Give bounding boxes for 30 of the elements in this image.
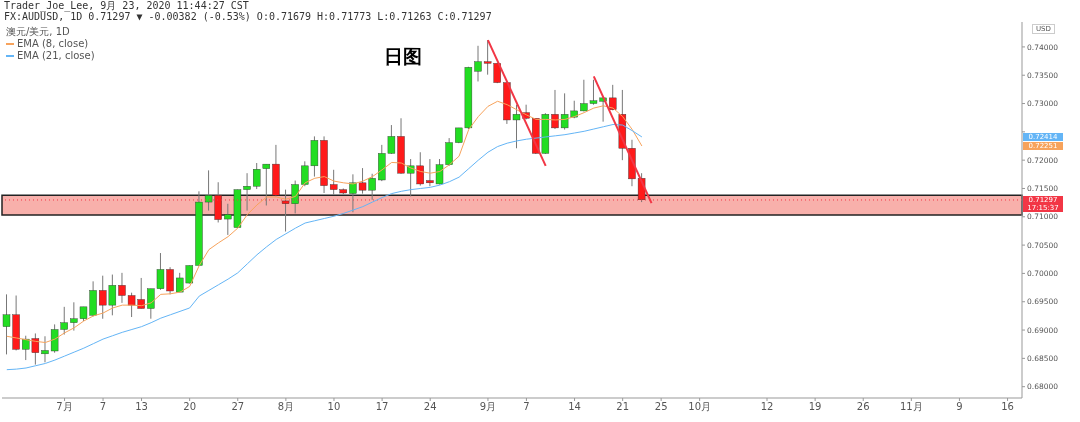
x-tick-label: 7 xyxy=(99,401,107,413)
text: Trader_Joe_Lee, 9月 23, 2020 11:44:27 CST xyxy=(4,0,249,11)
x-tick-label: 24 xyxy=(423,401,437,413)
x-tick-label: 12 xyxy=(760,401,774,413)
x-tick-label: 26 xyxy=(856,401,870,413)
x-tick-label: 16 xyxy=(1001,401,1014,413)
x-tick-label: 13 xyxy=(135,401,148,413)
legend-label: EMA (8, close) xyxy=(17,38,89,50)
x-tick-label: 9 xyxy=(956,401,963,413)
x-tick-label: 9月 xyxy=(479,401,497,413)
x-tick-label: 7 xyxy=(523,401,530,413)
x-tick-label: 11月 xyxy=(899,401,923,413)
text: 日图 xyxy=(384,44,422,69)
x-tick-label: 21 xyxy=(616,401,630,413)
x-tick-label: 19 xyxy=(808,401,822,413)
x-tick-label: 7月 xyxy=(56,401,73,413)
candlestick xyxy=(252,162,261,190)
candlestick xyxy=(262,163,271,206)
x-tick-label: 8月 xyxy=(277,401,295,413)
text: FX:AUDUSD, 1D 0.71297 ▼ -0.00382 (-0.53%) O:0.71679 H:0.71773 L:0.71263 C:0.71297 xyxy=(4,11,492,22)
x-tick-label: 10月 xyxy=(688,401,712,413)
x-tick-label: 17 xyxy=(375,401,389,413)
x-tick-label: 14 xyxy=(568,401,581,413)
x-tick-label: 10 xyxy=(327,401,341,413)
line-series xyxy=(6,123,643,371)
legend-title: 澳元/美元, 1D xyxy=(6,26,71,38)
x-tick-label: 27 xyxy=(231,401,245,413)
x-tick-label: 25 xyxy=(654,401,668,413)
legend-label: EMA (21, close) xyxy=(17,50,95,62)
x-tick-label: 20 xyxy=(183,401,197,413)
